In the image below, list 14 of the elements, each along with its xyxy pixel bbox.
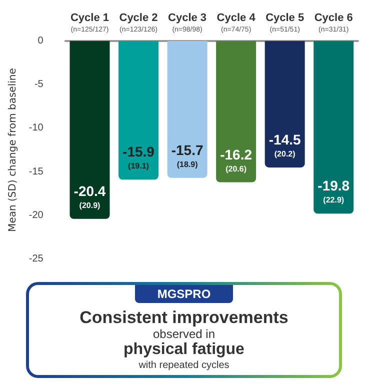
data-label: -15.9 (19.1) <box>122 144 155 171</box>
y-tick-label: -5 <box>34 79 44 90</box>
data-label: -20.4 (20.9) <box>74 182 106 210</box>
y-tick-label: -25 <box>28 254 44 264</box>
gradient-frame: MGSPRO Consistent improvements observed in physical fatigue with repeated cycles <box>26 282 342 378</box>
y-tick-label: -10 <box>28 122 44 134</box>
data-label: -16.2 (20.6) <box>220 146 252 174</box>
data-label: -19.8 (22.9) <box>318 178 350 205</box>
y-tick-label: 0 <box>38 36 44 46</box>
data-label: -15.7 (18.9) <box>171 142 204 169</box>
y-tick-label: -20 <box>28 210 44 221</box>
y-axis-title: Mean (SD) change from baseline <box>8 68 18 232</box>
y-tick-label: -15 <box>28 166 44 178</box>
data-label: -14.5 (20.2) <box>268 131 301 158</box>
